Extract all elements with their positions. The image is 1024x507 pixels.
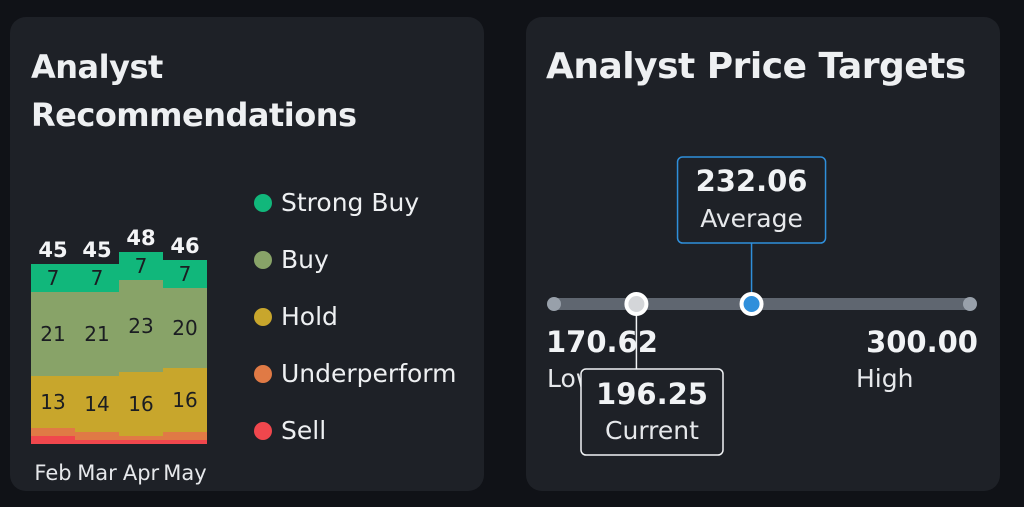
recommendations-legend: Strong Buy Buy Hold Underperform Sell (254, 174, 457, 459)
average-price-marker[interactable] (739, 292, 764, 316)
underperform-dot-icon (254, 364, 272, 383)
bar-segment-strong-buy (119, 252, 163, 280)
current-callout-box (580, 368, 724, 456)
high-end-dot (963, 297, 977, 311)
segment-value-label: 23 (128, 314, 153, 338)
bar-segment-underperform (163, 432, 207, 440)
sell-dot-icon (254, 421, 272, 440)
hold-dot-icon (254, 307, 272, 326)
bar-total-label: 45 (82, 238, 111, 262)
month-tick-label: Mar (77, 461, 117, 485)
segment-value-label: 20 (172, 316, 197, 340)
current-callout: 196.25 Current (580, 313, 724, 456)
segment-value-label: 7 (179, 262, 192, 286)
legend-label: Buy (281, 245, 329, 274)
low-end-dot (547, 297, 561, 311)
legend-label: Underperform (281, 359, 457, 388)
bar-segment-hold (119, 372, 163, 436)
current-label: Current (605, 416, 699, 445)
segment-value-label: 13 (40, 390, 65, 414)
current-value: 196.25 (596, 377, 708, 411)
price-targets-title: Analyst Price Targets (546, 46, 966, 87)
strong-buy-dot-icon (254, 193, 272, 212)
bar-segment-buy (119, 280, 163, 372)
average-callout-box (676, 156, 827, 244)
bar-total-label: 46 (170, 234, 199, 258)
legend-item-hold[interactable]: Hold (254, 288, 457, 345)
month-tick-label: May (163, 461, 206, 485)
bar-segment-strong-buy (75, 264, 119, 292)
segment-value-label: 7 (47, 266, 60, 290)
segment-value-label: 7 (135, 254, 148, 278)
bar-segment-buy (163, 288, 207, 368)
bar-segment-sell (119, 440, 163, 444)
bar-segment-sell (31, 436, 75, 444)
recommendations-bar-chart: 13 21 7 45 Feb 14 21 7 45 Mar 16 23 7 48 Apr 16 20 7 46 May (31, 226, 207, 485)
bar-total-label: 45 (38, 238, 67, 262)
low-value: 170.62 (546, 325, 658, 359)
bar-total-label: 48 (126, 226, 155, 250)
average-value: 232.06 (696, 164, 808, 198)
buy-dot-icon (254, 250, 272, 269)
price-target-range-chart: 232.06 Average 170.62 Low 300.00 High 19… (546, 156, 978, 456)
bar-segment-buy (75, 292, 119, 376)
segment-value-label: 21 (40, 322, 65, 346)
legend-label: Strong Buy (281, 188, 420, 217)
segment-value-label: 7 (91, 266, 104, 290)
segment-value-label: 21 (84, 322, 109, 346)
legend-label: Hold (281, 302, 338, 331)
legend-item-strong-buy[interactable]: Strong Buy (254, 174, 457, 231)
recommendations-title: Analyst Recommendations (31, 48, 357, 134)
bar-segment-underperform (75, 432, 119, 440)
month-tick-label: Apr (123, 461, 160, 485)
bar-segment-hold (31, 376, 75, 428)
analyst-recommendations-card: Analyst Recommendations 13 21 7 45 Feb 14 21 7 4… (10, 17, 484, 491)
segment-value-label: 16 (172, 388, 197, 412)
bar-segment-sell (75, 440, 119, 444)
legend-item-buy[interactable]: Buy (254, 231, 457, 288)
analyst-price-targets-card: Analyst Price Targets 232.06 Average 170… (526, 17, 1000, 491)
legend-item-sell[interactable]: Sell (254, 402, 457, 459)
current-price-marker[interactable] (624, 292, 649, 316)
bar-segment-sell (163, 440, 207, 444)
high-label: High (856, 364, 913, 393)
high-value: 300.00 (866, 325, 978, 359)
bar-segment-underperform (31, 428, 75, 436)
legend-item-underperform[interactable]: Underperform (254, 345, 457, 402)
bar-segment-strong-buy (163, 260, 207, 288)
bar-segment-buy (31, 292, 75, 376)
average-label: Average (700, 204, 803, 233)
bar-segment-underperform (119, 436, 163, 440)
month-tick-label: Feb (34, 461, 71, 485)
bar-segment-hold (163, 368, 207, 432)
segment-value-label: 16 (128, 392, 153, 416)
average-callout: 232.06 Average (676, 156, 827, 295)
bar-segment-strong-buy (31, 264, 75, 292)
legend-label: Sell (281, 416, 327, 445)
segment-value-label: 14 (84, 392, 109, 416)
bar-segment-hold (75, 376, 119, 432)
